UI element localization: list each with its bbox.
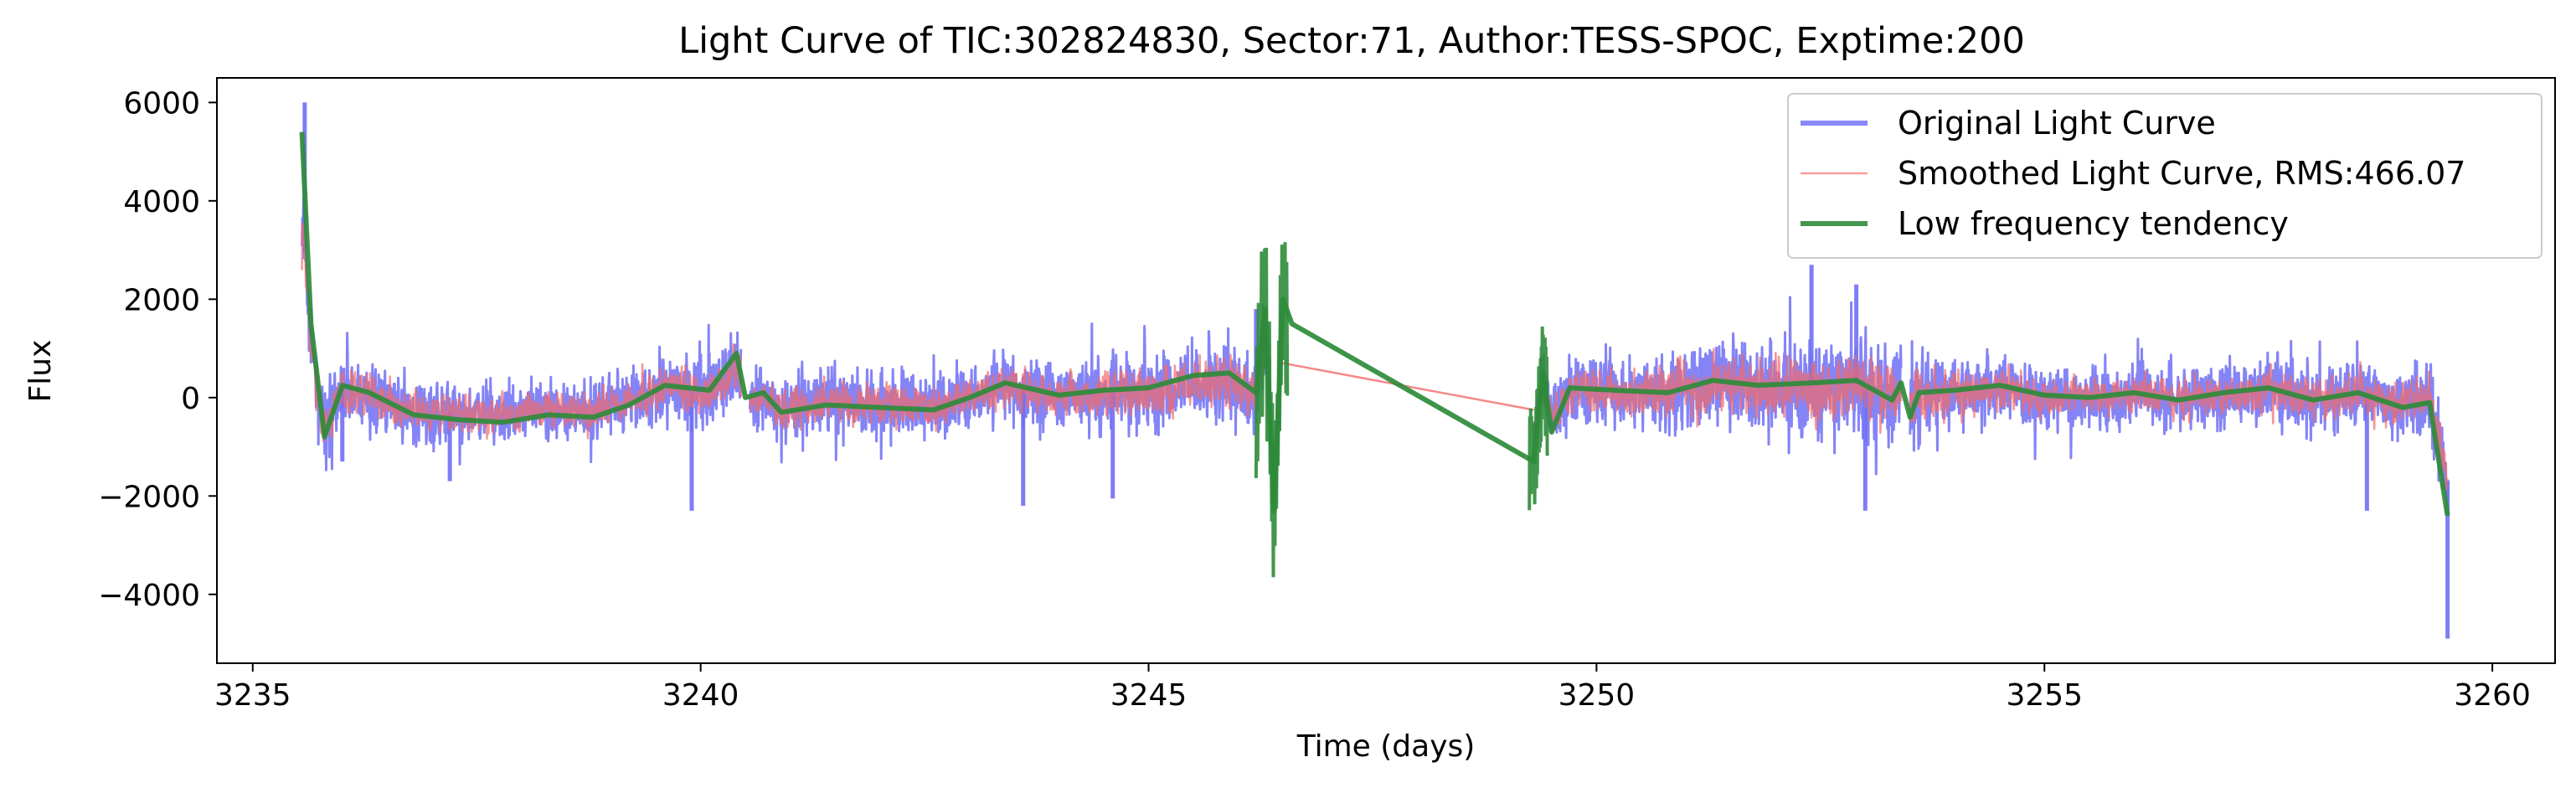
plot-area [299, 102, 2450, 639]
y-tick-label: 6000 [123, 86, 200, 121]
series-low-frequency-tendency [299, 131, 2450, 578]
original-segment-0 [301, 197, 743, 471]
series-smoothed-light-curve [301, 223, 2449, 494]
x-tick-label: 3240 [662, 678, 739, 713]
legend-frame [1787, 93, 2543, 259]
y-tick-label: −4000 [98, 579, 200, 613]
y-tick-label: 4000 [123, 185, 200, 219]
legend-label-original: Original Light Curve [1898, 105, 2216, 142]
x-tick-label: 3250 [1558, 678, 1636, 713]
x-tick-label: 3255 [2006, 678, 2083, 713]
smoothed-gap-line [1282, 362, 1534, 411]
x-tick-label: 3245 [1110, 678, 1188, 713]
axes-frame [216, 77, 2556, 664]
legend-label-trend: Low frequency tendency [1898, 205, 2289, 242]
y-tick-label: 0 [181, 382, 200, 416]
y-axis-label: Flux [23, 340, 58, 403]
legend: Original Light Curve Smoothed Light Curv… [1787, 93, 2543, 259]
chart-title: Light Curve of TIC:302824830, Sector:71,… [678, 20, 2025, 62]
x-axis-label: Time (days) [1296, 729, 1476, 764]
y-tick-label: −2000 [98, 480, 200, 514]
x-tick-label: 3260 [2454, 678, 2531, 713]
y-tick-label: 2000 [123, 283, 200, 317]
smoothed-segment-3 [1909, 360, 2449, 491]
y-axis: −4000 −2000 0 2000 4000 6000 [98, 86, 217, 613]
original-segment-3 [1909, 337, 2450, 502]
trend-burst-1 [1528, 326, 1549, 511]
x-axis: 3235 3240 3245 3250 3255 3260 [214, 663, 2531, 713]
x-tick-label: 3235 [214, 678, 291, 713]
trend-burst-0 [1254, 242, 1290, 578]
legend-label-smoothed: Smoothed Light Curve, RMS:466.07 [1898, 155, 2465, 192]
